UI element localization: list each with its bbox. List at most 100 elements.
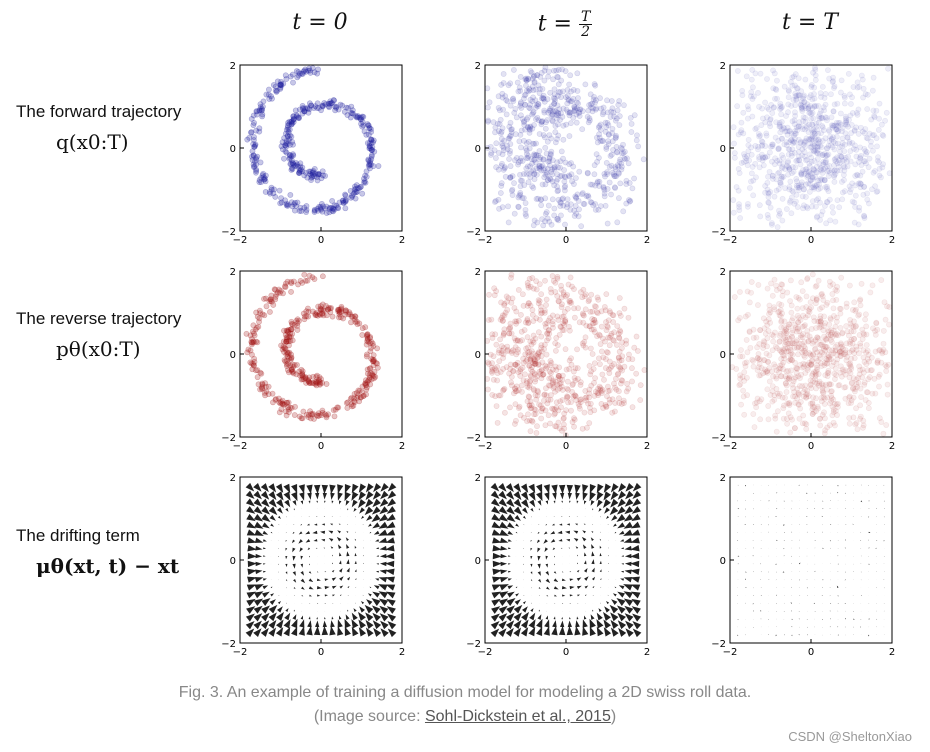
scatter-point (604, 120, 611, 126)
scatter-point (834, 128, 841, 135)
scatter-point (496, 205, 503, 212)
scatter-point (307, 69, 314, 76)
scatter-point (336, 309, 343, 316)
scatter-point (816, 352, 823, 359)
scatter-point (251, 119, 257, 126)
scatter-point (821, 323, 828, 329)
scatter-point (251, 137, 257, 143)
scatter-point (580, 311, 587, 318)
scatter-point (302, 374, 309, 380)
vector-arrow (791, 500, 793, 502)
vector-arrow (617, 612, 626, 622)
scatter-point (361, 179, 367, 186)
scatter-point (743, 73, 750, 80)
scatter-point (555, 407, 562, 414)
scatter-point (800, 186, 807, 193)
scatter-point (871, 132, 877, 138)
vector-arrow (316, 616, 318, 620)
scatter-point (741, 411, 748, 418)
vector-arrow (338, 560, 342, 565)
scatter-point (553, 112, 560, 119)
vector-arrow (558, 484, 566, 495)
scatter-point (807, 299, 814, 306)
scatter-point (572, 365, 579, 372)
scatter-point (316, 374, 323, 381)
scatter-point (796, 391, 802, 398)
scatter-point (549, 380, 556, 387)
scatter-point (571, 103, 578, 110)
scatter-point (603, 349, 610, 355)
scatter-point (826, 128, 833, 135)
scatter-point (247, 359, 254, 366)
scatter-point (745, 142, 752, 149)
scatter-point (365, 156, 372, 163)
scatter-point (552, 363, 559, 370)
scatter-point (559, 376, 566, 383)
scatter-point (846, 140, 853, 147)
scatter-point (865, 399, 872, 406)
scatter-point (559, 172, 565, 179)
scatter-point (299, 110, 306, 117)
vector-arrow (246, 529, 257, 536)
vector-arrow (599, 569, 602, 573)
scatter-point (816, 150, 823, 157)
scatter-point (523, 82, 529, 89)
scatter-point (501, 330, 507, 336)
scatter-point (770, 332, 777, 339)
scatter-point (352, 313, 358, 320)
scatter-point (507, 119, 514, 126)
scatter-point (838, 340, 844, 347)
scatter-point (550, 385, 557, 391)
scatter-point (783, 389, 790, 395)
scatter-point (535, 300, 542, 307)
vector-arrow (324, 571, 327, 573)
scatter-point (818, 360, 824, 367)
scatter-point (590, 105, 597, 112)
scatter-point (351, 186, 358, 193)
scatter-point (290, 115, 297, 122)
scatter-point (856, 207, 862, 214)
vector-arrow (630, 529, 641, 536)
vector-arrow (560, 547, 563, 549)
scatter-point (741, 153, 748, 160)
scatter-point (295, 163, 301, 170)
scatter-point (873, 188, 880, 195)
scatter-point (805, 312, 811, 319)
vector-arrow (378, 537, 388, 543)
vector-arrow (321, 539, 326, 542)
scatter-point (606, 342, 613, 349)
scatter-point (543, 119, 549, 126)
scatter-point (536, 131, 543, 137)
scatter-point (583, 397, 590, 404)
scatter-point (286, 342, 292, 349)
vector-arrow (298, 531, 303, 535)
scatter-point (272, 396, 279, 402)
scatter-point (517, 87, 524, 94)
scatter-point (816, 378, 823, 385)
scatter-point (314, 207, 321, 214)
scatter-point (276, 399, 283, 406)
scatter-point (279, 346, 286, 353)
scatter-point (793, 124, 800, 131)
scatter-point (311, 415, 317, 422)
vector-arrow (254, 537, 264, 543)
scatter-point (358, 183, 364, 190)
scatter-point (776, 301, 782, 307)
scatter-point (754, 355, 761, 361)
scatter-point (297, 278, 304, 284)
vector-arrow (783, 602, 785, 604)
vector-arrow (630, 591, 641, 599)
scatter-point (365, 163, 372, 169)
vector-arrow (604, 606, 610, 613)
column-header-text: t = 0 (292, 10, 348, 35)
scatter-point (492, 124, 499, 131)
scatter-point (282, 345, 288, 352)
vector-arrow (612, 593, 617, 597)
vector-arrow (307, 547, 311, 551)
scatter-point (545, 335, 552, 342)
scatter-point (257, 101, 264, 108)
scatter-point (510, 347, 517, 354)
scatter-point (284, 122, 291, 129)
scatter-point (363, 353, 370, 360)
